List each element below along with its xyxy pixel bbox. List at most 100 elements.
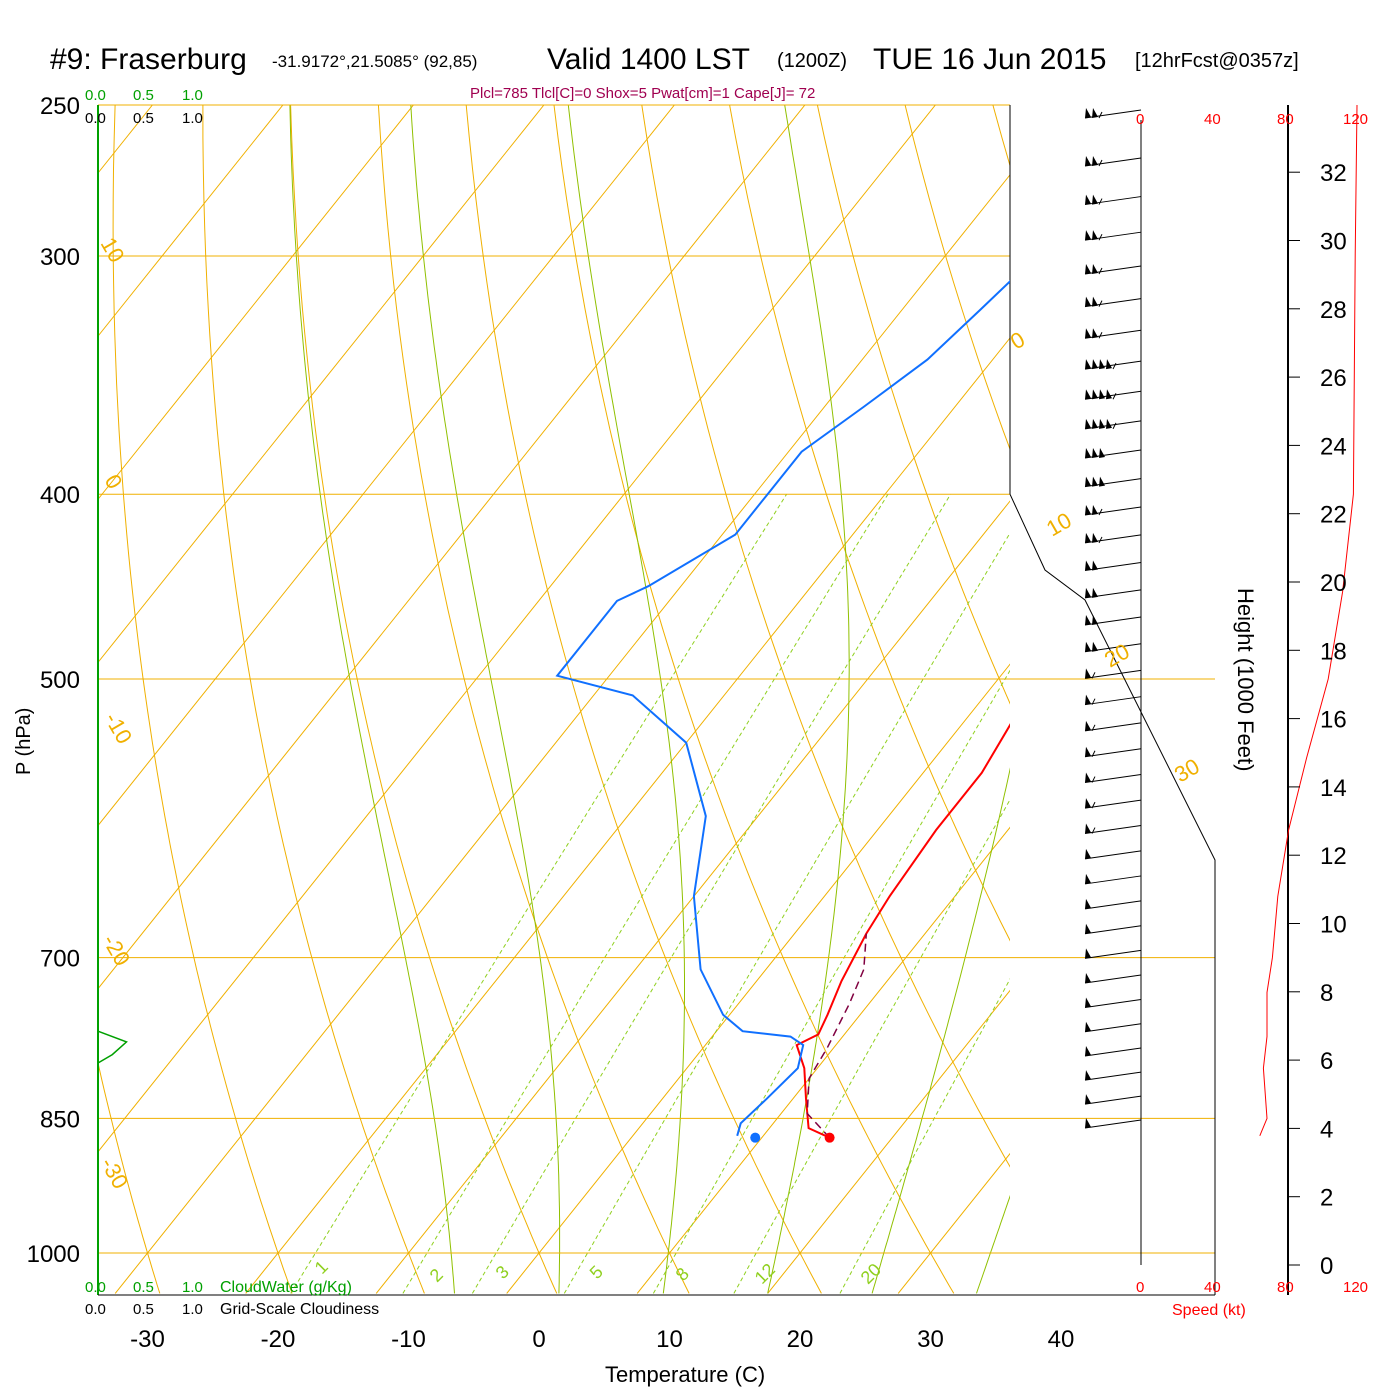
mixing-ratio-line: [402, 493, 889, 1294]
moist-adiabat-line: [289, 105, 455, 1294]
mixing-ratio-lines: [290, 493, 1010, 1294]
pressure-tick-label: 250: [40, 93, 80, 120]
wind-barb-flag: [1092, 641, 1098, 652]
wind-barb: [1084, 898, 1142, 910]
station-coords: -31.9172°,21.5085° (92,85): [272, 52, 477, 71]
isotherm-label: -20: [98, 930, 136, 970]
height-tick-label: 12: [1320, 843, 1347, 870]
wind-barb-flag: [1085, 1094, 1091, 1105]
isotherm-line: [1029, 105, 1400, 1293]
surface-dewpoint-point: [750, 1132, 761, 1143]
wind-barb-flag: [1092, 614, 1098, 625]
moist-adiabat-lines: [289, 105, 1010, 1294]
wind-barb-flag: [1092, 108, 1098, 118]
wind-barb-flag: [1085, 720, 1091, 731]
forecast-info: [12hrFcst@0357z]: [1135, 50, 1299, 72]
wind-barb-flag: [1085, 898, 1091, 909]
mixing-ratio-line: [563, 532, 1010, 1294]
dry-adiabat-line: [1344, 105, 1400, 1293]
wind-barb: [1084, 823, 1142, 835]
wind-barb: [1084, 1118, 1142, 1129]
wind-barb-flag: [1085, 873, 1091, 884]
station-title: #9: Fraserburg: [50, 43, 247, 76]
wind-barb-shaft: [1084, 925, 1142, 935]
wind-barb-half: [1098, 111, 1103, 119]
wind-barb-flag: [1085, 997, 1091, 1008]
mixing-ratio-label: 12: [751, 1260, 779, 1288]
cloudiness-tick-bottom: 0.5: [133, 1301, 154, 1318]
temperature-tick-label: 30: [917, 1326, 944, 1353]
temperature-tick-label: 20: [787, 1326, 814, 1353]
y-axis-label: P (hPa): [13, 708, 35, 775]
wind-barb: [1084, 873, 1142, 885]
wind-barb-shaft: [1084, 696, 1142, 706]
wind-barb-flag: [1092, 476, 1098, 487]
wind-barb-shaft: [1084, 669, 1142, 679]
moist-adiabat-line: [767, 105, 850, 1294]
height-tick-label: 20: [1320, 570, 1347, 597]
wind-barb-flag: [1085, 359, 1091, 370]
dry-adiabat-line: [377, 105, 690, 1294]
wind-barb-half: [1098, 267, 1103, 275]
speed-tick-bottom: 120: [1343, 1279, 1368, 1296]
surface-temperature-point: [824, 1132, 835, 1143]
sounding-series: [555, 279, 1010, 1143]
wind-barb-shaft: [1084, 949, 1142, 959]
wind-barb: [1084, 389, 1142, 400]
wind-barb: [1084, 587, 1142, 599]
temperature-tick-label: 0: [532, 1326, 545, 1353]
mixing-ratio-label: 2: [426, 1265, 447, 1286]
wind-barb: [1084, 1094, 1142, 1105]
wind-barb-half: [1098, 300, 1103, 307]
wind-barb-flag: [1092, 156, 1098, 167]
mixing-ratio-label: 8: [672, 1264, 693, 1285]
temperature-line: [795, 723, 1010, 1139]
wind-barb: [1084, 948, 1142, 959]
wind-barb-flag: [1085, 108, 1091, 118]
wind-barb-half: [1098, 233, 1103, 241]
wind-barb-flag: [1085, 587, 1091, 598]
dry-adiabat-line: [98, 1060, 161, 1294]
stability-indices: Plcl=785 Tlcl[C]=0 Shox=5 Pwat[cm]=1 Cap…: [470, 85, 815, 102]
speed-tick-top: 0: [1136, 111, 1144, 128]
wind-barb-half: [1112, 422, 1117, 430]
wind-barb-shaft: [1084, 1095, 1142, 1105]
wind-barb-flag: [1085, 614, 1091, 625]
wind-barb-flag: [1085, 156, 1091, 167]
wind-barb: [1084, 359, 1142, 370]
wind-barb-flag: [1099, 359, 1105, 370]
height-tick-label: 22: [1320, 502, 1347, 529]
pressure-tick-label: 500: [40, 667, 80, 694]
speed-tick-top: 80: [1277, 111, 1294, 128]
isotherm-line: [506, 663, 1010, 1294]
cloudwater-tick-top: 0.5: [133, 87, 154, 104]
wind-barb-half: [1091, 776, 1096, 783]
wind-barb-shaft: [1084, 774, 1142, 784]
wind-barb-flag: [1099, 389, 1105, 400]
height-tick-label: 4: [1320, 1116, 1333, 1143]
height-axis-label: Height (1000 Feet): [1233, 588, 1258, 771]
wind-barb: [1084, 923, 1142, 935]
isotherm-label: 30: [1170, 753, 1204, 787]
wind-barb-flag: [1085, 418, 1091, 429]
wind-barb-shaft: [1084, 825, 1142, 835]
wind-barb: [1084, 997, 1142, 1008]
wind-barb-flag: [1092, 560, 1098, 571]
temperature-tick-label: 10: [656, 1326, 683, 1353]
wind-barb-flag: [1092, 504, 1098, 515]
cloudiness-tick-top: 1.0: [182, 110, 203, 127]
wind-barb: [1084, 108, 1142, 119]
height-tick-label: 6: [1320, 1048, 1333, 1075]
moist-adiabat-line: [871, 767, 1010, 1294]
speed-tick-top: 40: [1204, 111, 1221, 128]
pressure-tick-label: 400: [40, 482, 80, 509]
wind-barb: [1084, 746, 1142, 758]
wind-barb-half: [1098, 536, 1103, 544]
cloudwater-tick-top: 1.0: [182, 87, 203, 104]
wind-barb: [1084, 772, 1142, 784]
wind-barb-half: [1091, 827, 1096, 834]
wind-barb-flag: [1085, 694, 1091, 705]
wind-barb: [1084, 641, 1142, 653]
pressure-tick-label: 1000: [27, 1241, 80, 1268]
